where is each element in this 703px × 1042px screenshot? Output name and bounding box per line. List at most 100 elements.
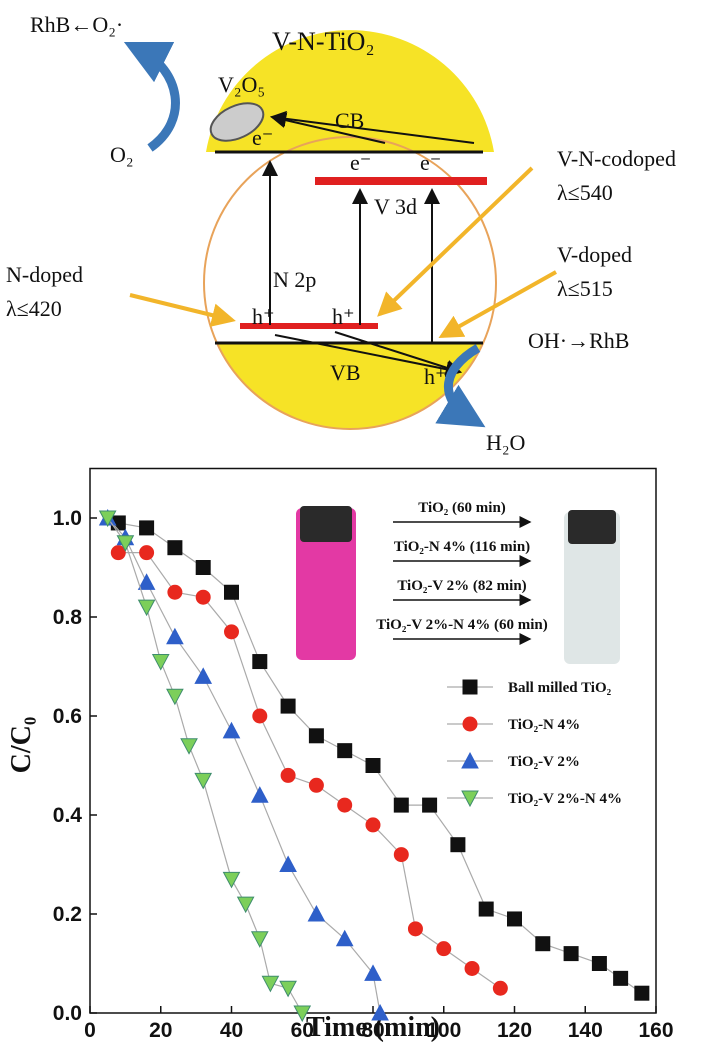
marker [366,818,380,832]
marker [140,521,154,535]
label: N 2p [273,267,316,292]
y-tick-label: 0.4 [53,804,83,827]
marker [437,942,451,956]
marker [479,902,493,916]
legend-marker [463,717,477,731]
marker [167,629,183,644]
figure: V-N-TiO₂ RhB←O₂· O₂ V₂O₅ CB e⁻ e⁻ e⁻ V 3… [0,0,703,1042]
label: λ≤420 [6,296,62,321]
marker [195,668,211,683]
label: VB [330,360,361,385]
label: V 3d [374,194,417,219]
marker [140,546,154,560]
x-tick-label: 140 [568,1019,603,1042]
marker [252,932,268,947]
marker [224,723,240,738]
inset-label: TiO₂-N 4% (116 min) [394,539,530,555]
label: O₂ [110,142,134,167]
marker [394,848,408,862]
x-tick-label: 0 [84,1019,96,1042]
marker [423,798,437,812]
marker [225,585,239,599]
marker [196,590,210,604]
y-tick-label: 1.0 [53,507,82,530]
band-diagram: V-N-TiO₂ RhB←O₂· O₂ V₂O₅ CB e⁻ e⁻ e⁻ V 3… [6,12,676,455]
x-tick-label: 60 [291,1019,314,1042]
label: λ≤540 [557,180,613,205]
marker [394,798,408,812]
marker [536,937,550,951]
x-tick-label: 160 [638,1019,673,1042]
marker [280,857,296,872]
marker [224,872,240,887]
marker [309,729,323,743]
marker [225,625,239,639]
y-tick-label: 0.6 [53,705,82,728]
label: OH·→RhB [528,328,629,353]
marker [408,922,422,936]
marker [238,897,254,912]
inset-label: TiO₂-V 2%-N 4% (60 min) [376,617,547,633]
label: e⁻ [350,150,371,175]
marker [308,906,324,921]
marker [280,981,296,996]
marker [181,739,197,754]
inset-label: TiO₂-V 2% (82 min) [397,578,526,594]
label: V₂O₅ [218,72,265,97]
legend-marker [463,680,477,694]
marker [196,561,210,575]
marker [253,655,267,669]
marker [592,957,606,971]
label: V-doped [557,242,632,267]
marker [262,976,278,991]
marker [153,655,169,670]
legend-label: TiO₂-V 2%-N 4% [508,791,622,807]
marker [366,759,380,773]
marker [281,768,295,782]
y-tick-label: 0.8 [53,606,83,629]
marker [195,773,211,788]
marker [253,709,267,723]
x-tick-label: 20 [149,1019,172,1042]
x-tick-label: 100 [426,1019,461,1042]
label: h⁺ [252,304,275,329]
y-axis-title: C/C₀ [6,717,37,774]
y-tick-label: 0.0 [53,1002,82,1025]
marker [635,986,649,1000]
label: e⁻ [420,150,441,175]
marker [465,961,479,975]
marker [564,947,578,961]
marker [309,778,323,792]
marker [111,546,125,560]
marker [252,787,268,802]
marker [451,838,465,852]
label: H₂O [486,430,525,455]
label: RhB←O₂· [30,12,123,37]
legend-label: TiO₂-V 2% [508,754,580,770]
label: h⁺ [424,364,447,389]
label: e⁻ [252,125,273,150]
marker [338,798,352,812]
label: λ≤515 [557,276,613,301]
marker [139,574,155,589]
legend-label: Ball milled TiO₂ [508,680,612,696]
marker [167,689,183,704]
marker [365,965,381,980]
label: h⁺ [332,304,355,329]
legend-label: TiO₂-N 4% [508,717,580,733]
inset-label: TiO₂ (60 min) [418,500,506,516]
marker [508,912,522,926]
y-tick-label: 0.2 [53,903,82,926]
label: N-doped [6,262,83,287]
x-tick-label: 80 [361,1019,384,1042]
marker [493,981,507,995]
diagram-title: V-N-TiO₂ [272,27,375,56]
x-tick-label: 120 [497,1019,532,1042]
marker [281,699,295,713]
x-tick-label: 40 [220,1019,243,1042]
label: V-N-codoped [557,146,676,171]
label: CB [335,108,364,133]
marker [337,931,353,946]
marker [139,600,155,615]
